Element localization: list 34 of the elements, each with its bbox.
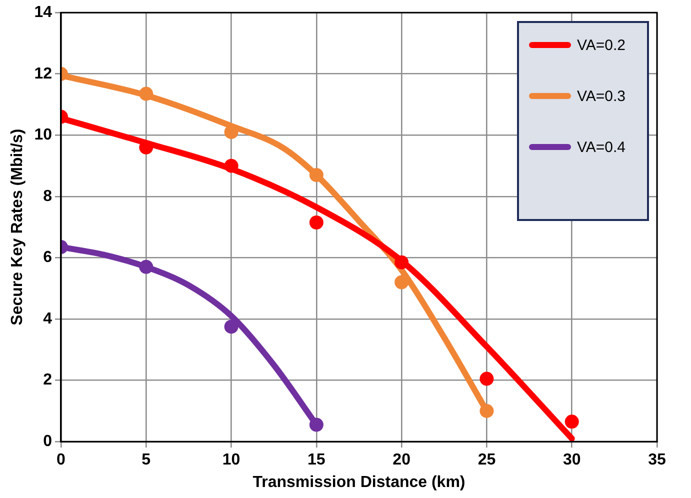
point	[224, 320, 238, 334]
point	[309, 216, 324, 230]
point	[309, 168, 324, 182]
x-tick-label: 5	[142, 452, 151, 469]
y-tick-label: 14	[34, 4, 52, 22]
point	[309, 418, 324, 432]
legend-label: VA=0.4	[577, 138, 626, 156]
x-tick-label: 30	[562, 452, 581, 469]
x-tick-label: 20	[392, 452, 411, 469]
x-tick-label: 25	[478, 452, 496, 469]
x-tick-label: 10	[222, 452, 240, 469]
point	[394, 255, 409, 270]
x-tick-label: 15	[308, 452, 326, 469]
y-axis-title: Secure Key Rates (Mbit/s)	[9, 128, 26, 326]
x-axis-title: Transmission Distance (km)	[252, 474, 466, 491]
x-tick-label: 0	[56, 452, 66, 469]
y-tick-label: 10	[34, 126, 52, 144]
y-tick-label: 4	[43, 310, 52, 328]
point	[224, 125, 238, 140]
y-tick-label: 12	[34, 65, 52, 82]
point	[224, 158, 238, 173]
legend-label: VA=0.2	[577, 36, 626, 54]
y-tick-label: 0	[43, 433, 52, 450]
legend-label: VA=0.3	[577, 88, 626, 105]
point	[480, 372, 494, 386]
y-tick-label: 2	[43, 372, 52, 389]
point	[139, 260, 154, 274]
x-tick-label: 35	[648, 452, 666, 469]
y-tick-label: 8	[43, 188, 52, 205]
y-tick-label: 6	[43, 249, 52, 266]
point	[564, 414, 579, 429]
point	[139, 86, 154, 101]
point	[480, 404, 494, 418]
point	[394, 275, 409, 290]
